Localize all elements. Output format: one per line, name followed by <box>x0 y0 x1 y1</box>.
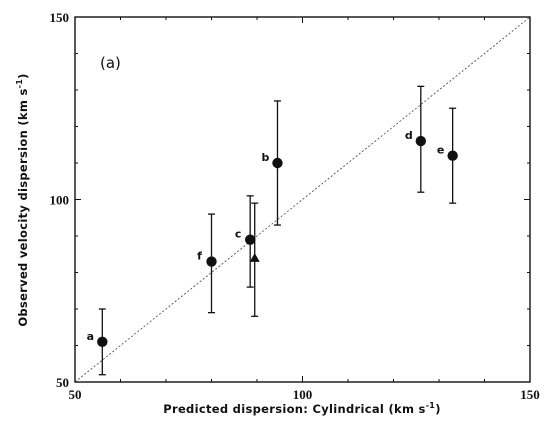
circle-marker <box>447 150 458 161</box>
axis-ticks <box>74 16 531 383</box>
x-tick-label: 150 <box>520 387 540 402</box>
data-points: a f c b d e <box>87 85 458 376</box>
x-axis-title: Predicted dispersion: Cylindrical (km s-… <box>163 401 441 416</box>
circle-marker <box>272 157 283 169</box>
y-tick-label: 50 <box>56 375 69 390</box>
data-point-e: e <box>437 107 458 204</box>
circle-marker <box>97 336 108 348</box>
data-point-d: d <box>405 85 426 193</box>
plot-frame <box>74 16 531 383</box>
circle-marker <box>206 256 217 267</box>
y-tick-label: 150 <box>50 10 70 25</box>
data-point-triangle <box>249 202 260 317</box>
data-point-b: b <box>262 100 283 226</box>
point-label: e <box>437 144 444 157</box>
point-label: f <box>197 250 202 263</box>
x-tick-label: 100 <box>293 387 313 402</box>
panel-label: (a) <box>100 54 121 72</box>
circle-marker <box>415 135 426 147</box>
identity-line <box>74 16 531 383</box>
y-tick-label: 100 <box>50 193 70 208</box>
data-point-c: c <box>235 195 256 288</box>
data-point-f: f <box>197 213 217 314</box>
triangle-marker <box>249 252 260 262</box>
x-tick-label: 50 <box>69 387 82 402</box>
data-point-a: a <box>87 308 108 376</box>
y-axis-title: Observed velocity dispersion (km s-1) <box>15 73 30 326</box>
point-label: c <box>235 228 242 241</box>
axis-tick-labels: 50 100 150 50 100 150 <box>50 10 540 402</box>
circle-marker <box>244 234 256 245</box>
point-label: a <box>87 330 94 343</box>
point-label: b <box>262 151 270 164</box>
point-label: d <box>405 129 413 142</box>
